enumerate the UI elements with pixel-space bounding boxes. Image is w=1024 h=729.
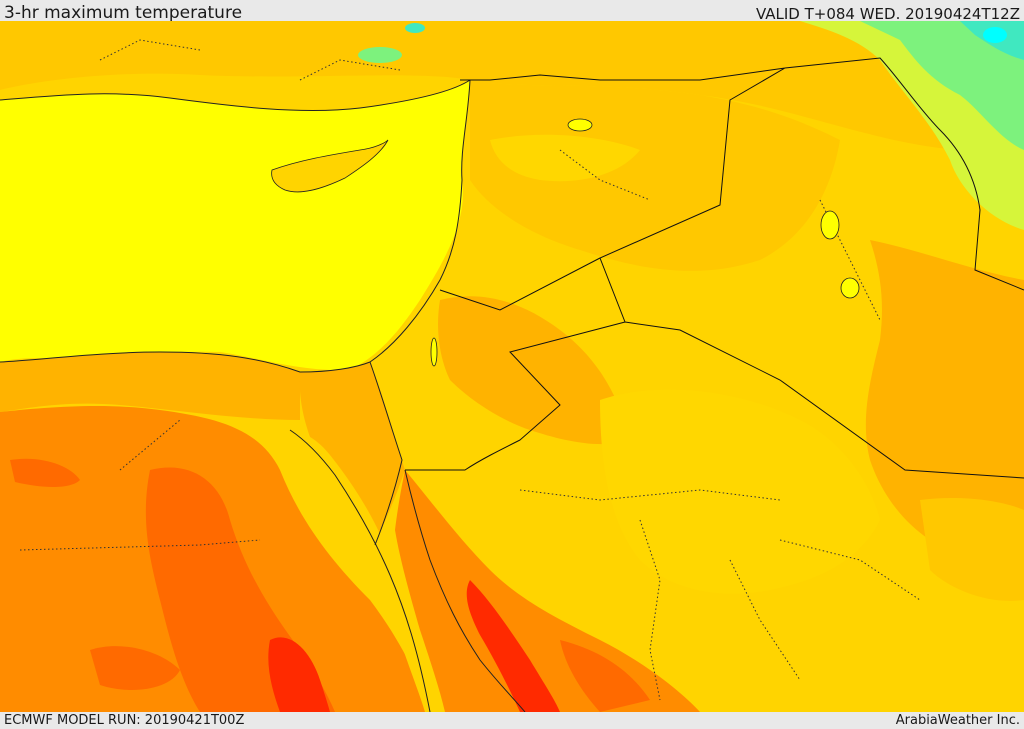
lake-assad	[567, 118, 593, 132]
coastline-red-sea-west	[289, 429, 431, 712]
lake-tharthar	[820, 210, 840, 240]
country-borders	[405, 57, 1024, 479]
hejaz-orange	[395, 470, 700, 712]
egypt-north-band	[0, 352, 300, 420]
iraq-gulf-orange	[865, 240, 1024, 564]
map-title: 3-hr maximum temperature	[4, 3, 243, 23]
cyprus-island	[271, 139, 389, 193]
sinai-zone	[299, 362, 405, 545]
red-sea	[290, 430, 445, 712]
north-land-band	[0, 21, 1024, 152]
egypt-hottest-zone	[268, 637, 330, 712]
credit-label: ArabiaWeather Inc.	[895, 713, 1020, 728]
lake-razazah	[840, 277, 860, 299]
temperature-map[interactable]	[0, 21, 1024, 712]
levant-orange	[438, 296, 630, 445]
coastline-turkey	[0, 79, 471, 111]
model-run-label: ECMWF MODEL RUN: 20190421T00Z	[4, 713, 245, 728]
cold-zone-mountains	[860, 21, 1024, 150]
header-bar: 3-hr maximum temperature VALID T+084 WED…	[0, 0, 1024, 23]
central-arabia-light	[600, 389, 880, 594]
hejaz-red	[466, 580, 560, 712]
valid-time: VALID T+084 WED. 20190424T12Z	[755, 5, 1020, 23]
syria-light-band	[470, 80, 840, 271]
footer-bar: ECMWF MODEL RUN: 20190421T00Z ArabiaWeat…	[0, 712, 1024, 729]
dead-sea	[430, 337, 438, 367]
admin-boundaries	[19, 39, 921, 701]
mediterranean-sea	[0, 80, 470, 371]
coastline-red-sea-east	[404, 469, 526, 712]
